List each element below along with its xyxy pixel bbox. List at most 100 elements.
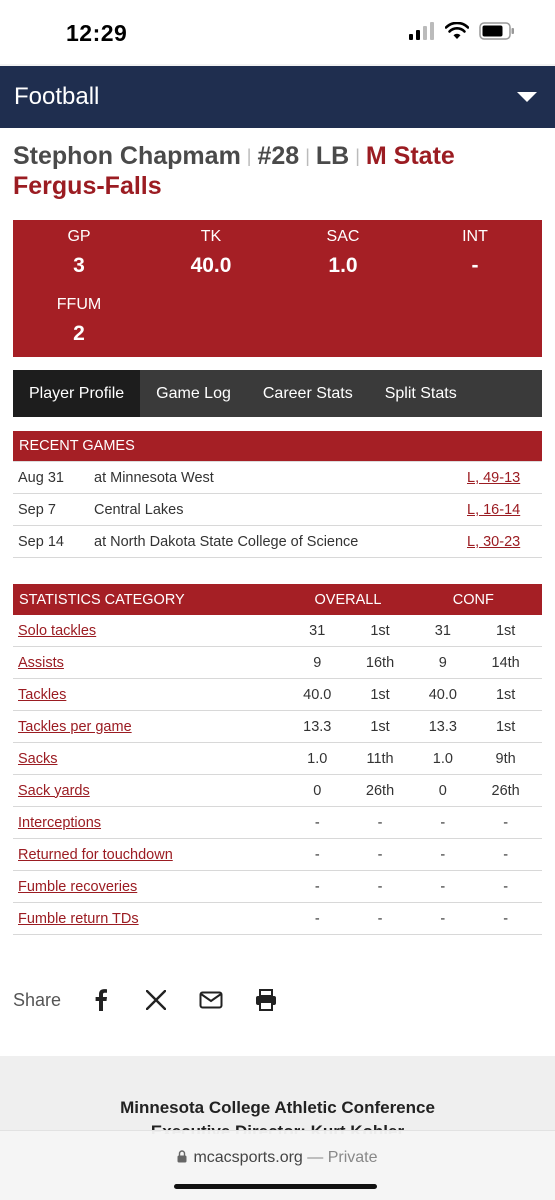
- recent-games-table: RECENT GAMES Aug 31 at Minnesota West L,…: [13, 431, 542, 558]
- lock-icon: [177, 1150, 187, 1168]
- stat-gp: GP 3: [13, 228, 145, 278]
- table-row: Assists 9 16th 9 14th: [13, 647, 542, 679]
- stat-value: 40.0: [190, 254, 232, 277]
- game-opponent: at Minnesota West: [94, 469, 214, 486]
- battery-icon: [479, 22, 515, 40]
- cellular-signal-icon: [409, 22, 435, 40]
- table-row: Fumble recoveries - - - -: [13, 871, 542, 903]
- table-row: Interceptions - - - -: [13, 807, 542, 839]
- private-label: — Private: [307, 1149, 378, 1166]
- table-row: Sep 14 at North Dakota State College of …: [13, 526, 542, 558]
- status-icons: [409, 22, 515, 40]
- table-row: Sacks 1.0 11th 1.0 9th: [13, 743, 542, 775]
- stat-category-link[interactable]: Assists: [18, 654, 64, 671]
- conf-rank: -: [503, 846, 509, 863]
- game-opponent: Central Lakes: [94, 501, 184, 518]
- overall-value: -: [314, 814, 320, 831]
- table-row: Sep 7 Central Lakes L, 16-14: [13, 494, 542, 526]
- conf-value: 0: [438, 782, 447, 799]
- chevron-down-icon[interactable]: [517, 92, 537, 102]
- separator: |: [246, 146, 252, 166]
- team-name-part1: M State: [365, 142, 455, 170]
- game-result-link[interactable]: L, 16-14: [467, 501, 521, 518]
- table-row: Tackles 40.0 1st 40.0 1st: [13, 679, 542, 711]
- overall-value: -: [314, 878, 320, 895]
- conf-value: 13.3: [428, 718, 457, 735]
- stat-category-link[interactable]: Sacks: [18, 750, 58, 767]
- conf-rank: 14th: [491, 654, 520, 671]
- status-time: 12:29: [66, 20, 128, 46]
- overall-rank: 1st: [370, 686, 390, 703]
- overall-value: 1.0: [307, 750, 328, 767]
- stat-category-link[interactable]: Tackles: [18, 686, 67, 703]
- overall-rank: -: [377, 878, 383, 895]
- conf-value: 31: [434, 622, 451, 639]
- overall-value: 31: [309, 622, 326, 639]
- stat-category-link[interactable]: Tackles per game: [18, 718, 132, 735]
- conf-value: -: [440, 910, 446, 927]
- overall-rank: -: [377, 910, 383, 927]
- overall-value: 0: [313, 782, 322, 799]
- overall-value: 9: [313, 654, 322, 671]
- print-icon[interactable]: [252, 986, 280, 1014]
- stat-value: 3: [73, 254, 85, 277]
- conf-value: -: [440, 878, 446, 895]
- header-category: STATISTICS CATEGORY: [19, 591, 185, 608]
- summary-stats: GP 3 TK 40.0 SAC 1.0 INT - FFUM 2: [13, 220, 542, 357]
- player-number: #28: [257, 142, 300, 170]
- stat-sac: SAC 1.0: [277, 228, 409, 278]
- email-icon[interactable]: [197, 986, 225, 1014]
- overall-rank: -: [377, 846, 383, 863]
- game-result-link[interactable]: L, 30-23: [467, 533, 521, 550]
- x-icon[interactable]: [142, 986, 170, 1014]
- wifi-icon: [445, 22, 469, 40]
- overall-rank: 1st: [370, 622, 390, 639]
- stat-category-link[interactable]: Fumble recoveries: [18, 878, 138, 895]
- stat-category-link[interactable]: Solo tackles: [18, 622, 97, 639]
- overall-value: 40.0: [303, 686, 332, 703]
- stat-value: 1.0: [328, 254, 358, 277]
- tab-player-profile[interactable]: Player Profile: [13, 370, 141, 417]
- sport-title: Football: [14, 83, 100, 110]
- game-date: Aug 31: [18, 469, 64, 486]
- player-name: Stephon Chapmam: [13, 142, 241, 170]
- url-text: mcacsports.org: [193, 1149, 303, 1166]
- stat-label: SAC: [326, 228, 360, 245]
- conf-rank: -: [503, 878, 509, 895]
- conf-value: 40.0: [428, 686, 457, 703]
- conf-rank: 9th: [495, 750, 516, 767]
- stat-int: INT -: [409, 228, 541, 278]
- stat-category-link[interactable]: Returned for touchdown: [18, 846, 173, 863]
- table-row: Aug 31 at Minnesota West L, 49-13: [13, 462, 542, 494]
- footer-organization: Minnesota College Athletic Conference: [120, 1098, 435, 1117]
- status-bar: 12:29: [0, 0, 555, 64]
- home-indicator[interactable]: [174, 1184, 377, 1189]
- facebook-icon[interactable]: [87, 986, 115, 1014]
- stat-category-link[interactable]: Interceptions: [18, 814, 102, 831]
- table-row: Returned for touchdown - - - -: [13, 839, 542, 871]
- stat-category-link[interactable]: Fumble return TDs: [18, 910, 139, 927]
- conf-value: -: [440, 846, 446, 863]
- tab-game-log[interactable]: Game Log: [156, 384, 231, 402]
- sport-selector[interactable]: Football: [0, 66, 555, 128]
- conf-value: 9: [438, 654, 447, 671]
- overall-rank: 26th: [365, 782, 395, 799]
- player-team[interactable]: M State Fergus-Falls: [13, 142, 455, 200]
- tab-split-stats[interactable]: Split Stats: [384, 384, 457, 402]
- recent-games-header: RECENT GAMES: [13, 431, 542, 462]
- overall-rank: -: [377, 814, 383, 831]
- url-display[interactable]: mcacsports.org — Private: [0, 1149, 555, 1167]
- browser-url-bar[interactable]: mcacsports.org — Private: [0, 1130, 555, 1200]
- stat-label: INT: [462, 228, 488, 245]
- stat-value: 2: [73, 322, 85, 345]
- stat-label: FFUM: [56, 296, 102, 313]
- stat-ffum: FFUM 2: [13, 296, 145, 346]
- game-result-link[interactable]: L, 49-13: [467, 469, 521, 486]
- separator: |: [355, 146, 360, 166]
- header-overall: OVERALL: [314, 591, 382, 608]
- statistics-rows: Solo tackles 31 1st 31 1st Assists 9 16th 9 14th T…: [13, 615, 542, 935]
- profile-tabs: Player Profile Game Log Career Stats Spl…: [13, 370, 542, 417]
- tab-career-stats[interactable]: Career Stats: [262, 384, 353, 402]
- conf-value: 1.0: [432, 750, 453, 767]
- stat-category-link[interactable]: Sack yards: [18, 782, 90, 799]
